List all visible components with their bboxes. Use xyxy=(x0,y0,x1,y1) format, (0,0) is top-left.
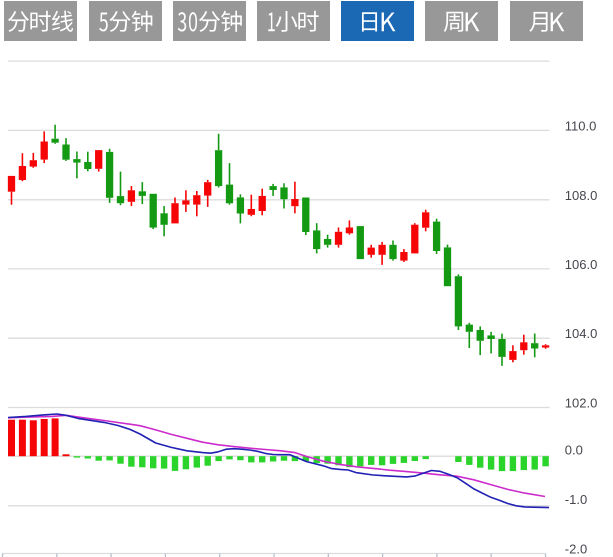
svg-text:106.0: 106.0 xyxy=(565,257,598,272)
svg-text:-2.0: -2.0 xyxy=(565,542,587,557)
svg-text:108.0: 108.0 xyxy=(565,188,598,203)
svg-text:0.0: 0.0 xyxy=(565,442,583,457)
svg-text:104.0: 104.0 xyxy=(565,326,598,341)
svg-text:-1.0: -1.0 xyxy=(565,492,587,507)
svg-text:102.0: 102.0 xyxy=(565,396,598,411)
svg-text:110.0: 110.0 xyxy=(565,118,597,133)
